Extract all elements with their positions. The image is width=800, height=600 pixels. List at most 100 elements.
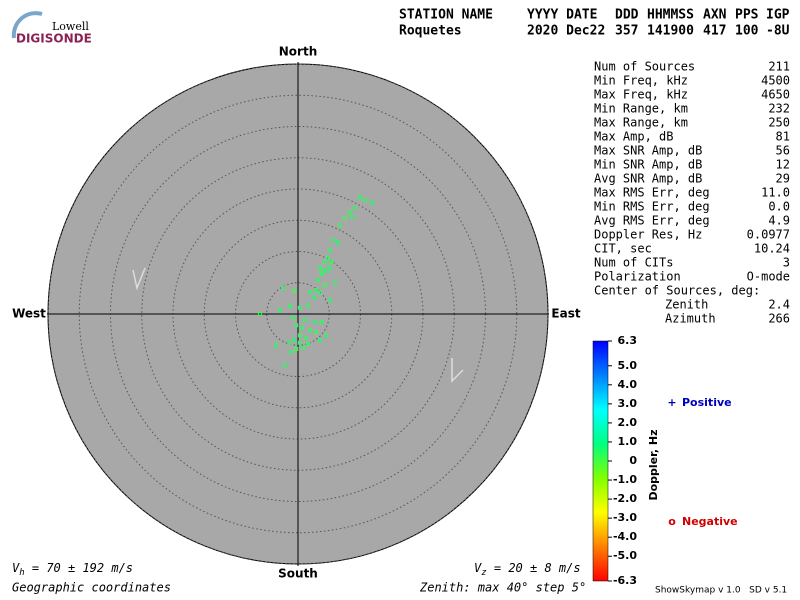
source-point [357, 195, 362, 200]
center-value: 266 [768, 312, 790, 326]
source-point [329, 260, 334, 265]
colorbar-tick-label: 6.3 [618, 334, 638, 347]
direction-mark [132, 267, 146, 291]
stat-value: 211 [768, 60, 790, 74]
coords-text: Geographic coordinates [12, 581, 171, 595]
stat-value: 0.0977 [747, 228, 790, 242]
logo: Lowell DIGISONDE [11, 11, 92, 46]
header-label: IGP [766, 8, 790, 23]
velocity-text: = 70 ± 192 m/s [25, 561, 133, 575]
colorbar-tick-label: 4.0 [618, 378, 638, 391]
stat-value: O-mode [747, 270, 790, 284]
stat-label: Min SNR Amp, dB [594, 158, 702, 172]
stat-label: Avg SNR Amp, dB [594, 172, 702, 186]
stat-value: 10.24 [754, 242, 790, 256]
source-point [301, 345, 305, 350]
colorbar-tick-label: -5.0 [613, 549, 637, 562]
velocity-subscript: h [19, 568, 24, 578]
center-label: Zenith [665, 298, 708, 312]
velocity-symbol: V [12, 561, 20, 575]
source-point [307, 328, 312, 333]
stat-label: Avg RMS Err, deg [594, 214, 710, 228]
source-point [319, 272, 324, 276]
version-text: ShowSkymap v 1.0 SD v 5.1 [655, 586, 787, 596]
colorbar-tick-label: -4.0 [613, 530, 637, 543]
source-point [327, 248, 332, 253]
velocity-symbol: V [474, 561, 482, 575]
source-point [294, 347, 299, 351]
header-label: STATION NAME [399, 8, 493, 23]
stat-value: 0.0 [768, 200, 790, 214]
source-point [324, 333, 329, 338]
header-value: 357 [615, 24, 638, 39]
stat-label: Min Freq, kHz [594, 74, 688, 88]
logo-arc [11, 11, 43, 39]
north-label: North [279, 45, 317, 59]
direction-mark [451, 358, 464, 383]
colorbar-tick-label: 1.0 [618, 435, 638, 448]
stat-value: 3 [783, 256, 790, 270]
source-point [297, 340, 302, 345]
source-point [306, 303, 310, 308]
stat-label: Polarization [594, 270, 681, 284]
center-value: 2.4 [768, 298, 790, 312]
source-point [317, 338, 322, 343]
stat-value: 12 [776, 158, 790, 172]
stat-label: Max SNR Amp, dB [594, 144, 702, 158]
stat-label: Num of CITs [594, 256, 673, 270]
source-point [297, 305, 302, 310]
source-point [312, 320, 317, 325]
stat-label: Max Range, km [594, 116, 688, 130]
zenith-text: Zenith: max 40° step 5° [419, 581, 586, 595]
header-value: -8U [766, 24, 790, 39]
source-point [304, 335, 309, 340]
stat-value: 56 [776, 144, 790, 158]
colorbar-tick-label: -1.0 [613, 473, 637, 486]
legend-symbol: o [668, 515, 676, 528]
source-point [336, 240, 340, 245]
east-label: East [551, 307, 580, 321]
velocity-subscript: z [481, 568, 486, 578]
source-point [324, 268, 329, 273]
source-point [299, 325, 304, 330]
source-point [369, 200, 374, 205]
source-point [322, 260, 327, 265]
center-label: Azimuth [665, 312, 716, 326]
source-point [292, 338, 297, 343]
colorbar-tick-label: -6.3 [613, 574, 637, 587]
stat-value: 29 [776, 172, 790, 186]
colorbar-tick-label: 5.0 [618, 359, 638, 372]
colorbar-tick-label: -2.0 [613, 492, 637, 505]
stat-value: 4.9 [768, 214, 790, 228]
west-label: West [12, 307, 46, 321]
source-point [297, 333, 302, 338]
source-point [351, 215, 355, 220]
source-point [316, 278, 320, 283]
stat-value: 81 [776, 130, 790, 144]
colorbar-tick-label: -3.0 [613, 511, 637, 524]
stat-label: CIT, sec [594, 242, 652, 256]
header-label: HHMMSS [647, 8, 694, 23]
source-point [257, 312, 262, 316]
stat-label: Min RMS Err, deg [594, 200, 710, 214]
colorbar-tick-label: 3.0 [618, 397, 638, 410]
source-point [289, 350, 294, 355]
logo-top: Lowell [52, 20, 89, 33]
colorbar [592, 340, 609, 582]
source-point [322, 283, 327, 288]
source-point [282, 363, 287, 368]
source-point [314, 330, 319, 335]
source-point [319, 320, 324, 325]
legend-text: Positive [682, 396, 732, 409]
stat-label: Min Range, km [594, 102, 688, 116]
header-label: DDD [615, 8, 639, 23]
source-point [347, 210, 352, 215]
source-point [342, 215, 347, 220]
colorbar-tick-label: 0 [629, 454, 637, 467]
source-point [332, 280, 337, 285]
stat-value: 4500 [761, 74, 790, 88]
source-point [317, 290, 322, 295]
source-point [294, 323, 299, 328]
stat-label: Num of Sources [594, 60, 695, 74]
source-point [307, 290, 312, 295]
